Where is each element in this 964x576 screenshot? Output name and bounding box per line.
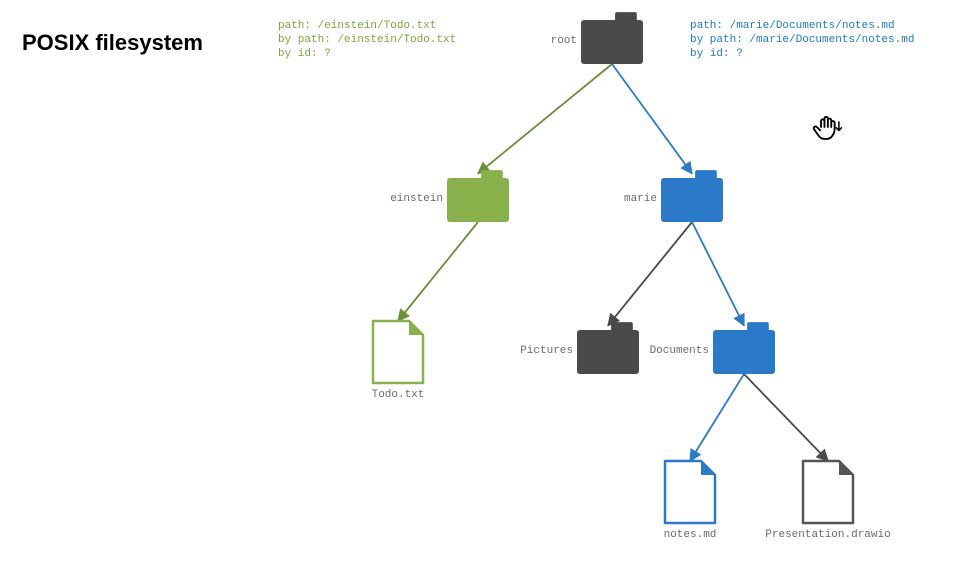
edge-documents-presentation [744,374,828,461]
folder-icon-root [581,12,643,64]
edge-documents-notes [690,374,744,461]
node-label-presentation: Presentation.drawio [738,529,918,541]
file-icon-todo [373,321,423,383]
node-label-todo: Todo.txt [308,389,488,401]
edge-root-marie [612,64,692,174]
file-icon-notes [665,461,715,523]
edge-root-einstein [478,64,612,174]
folder-icon-documents [713,322,775,374]
edge-marie-documents [692,222,744,326]
page-title: POSIX filesystem [22,30,203,56]
annotation-einstein-line2: by path: /einstein/Todo.txt [278,34,456,46]
node-label-einstein: einstein [323,193,443,205]
annotation-marie-line2: by path: /marie/Documents/notes.md [690,34,914,46]
annotation-einstein-line3: by id: ? [278,48,331,60]
node-label-documents: Documents [589,345,709,357]
node-label-marie: marie [537,193,657,205]
annotation-marie-line3: by id: ? [690,48,743,60]
annotation-marie-line1: path: /marie/Documents/notes.md [690,20,895,32]
annotation-einstein: path: /einstein/Todo.txt by path: /einst… [278,20,456,61]
annotation-einstein-line1: path: /einstein/Todo.txt [278,20,436,32]
diagram-canvas [0,0,964,576]
folder-icon-marie [661,170,723,222]
hand-cursor-icon [810,110,844,149]
node-label-root: root [457,35,577,47]
edge-marie-pictures [608,222,692,326]
annotation-marie: path: /marie/Documents/notes.md by path:… [690,20,914,61]
node-label-pictures: Pictures [453,345,573,357]
file-icon-presentation [803,461,853,523]
folder-icon-einstein [447,170,509,222]
edge-einstein-todo [398,222,478,321]
